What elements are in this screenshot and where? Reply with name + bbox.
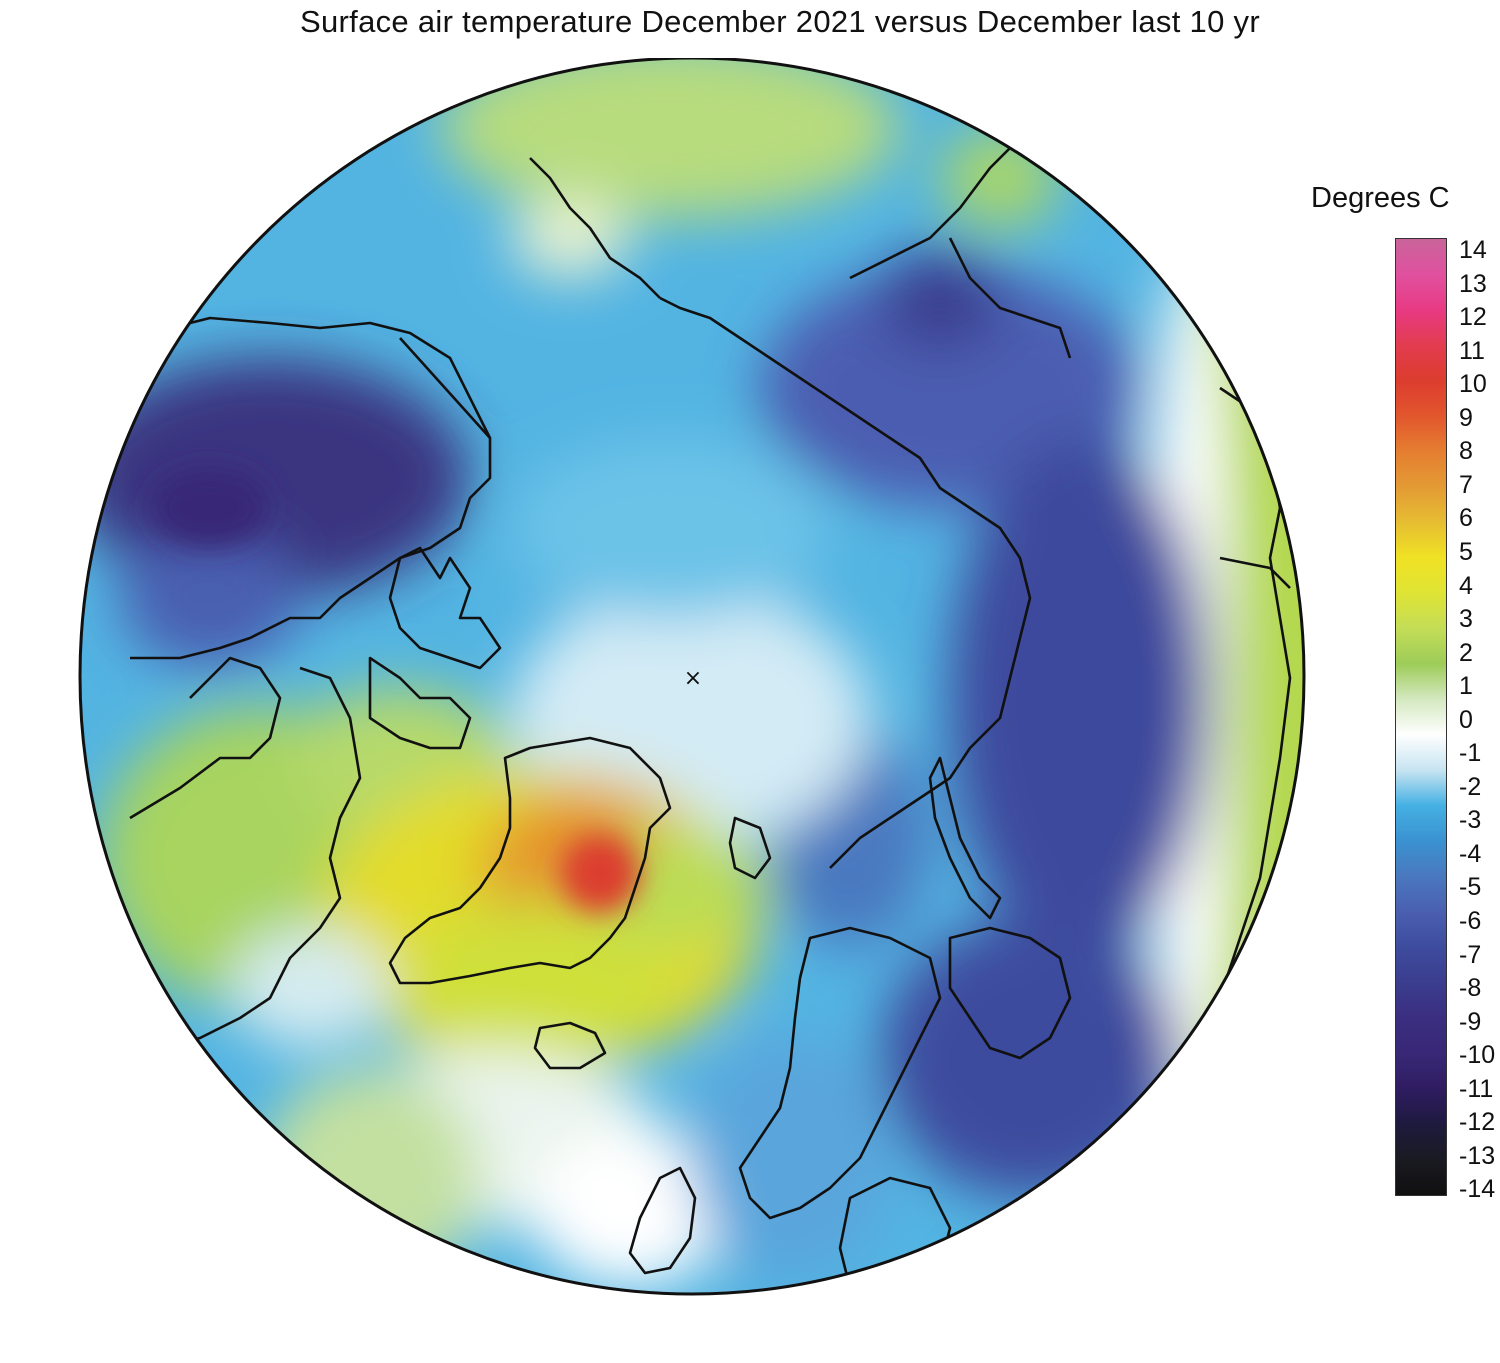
tick-label: 1 — [1459, 672, 1473, 701]
novaya-zemlya-coast — [928, 756, 1002, 920]
tick-label: 8 — [1459, 437, 1473, 466]
tick-label: 2 — [1459, 638, 1473, 667]
hudson-bay-coast — [129, 656, 282, 820]
iceland-coast — [533, 1021, 607, 1070]
arctic-archipelago-south — [368, 656, 472, 750]
tick-label: 14 — [1459, 236, 1487, 264]
polar-map: × — [70, 56, 1320, 1358]
tick-label: -9 — [1459, 1007, 1482, 1036]
tick-label: -13 — [1459, 1141, 1496, 1170]
okhotsk-coast — [849, 147, 1072, 359]
tick-label: 13 — [1459, 269, 1487, 298]
tick-label: 0 — [1459, 705, 1473, 734]
tick-label: -1 — [1459, 739, 1482, 768]
north-america-coast — [130, 316, 492, 660]
arctic-archipelago — [388, 546, 502, 670]
tick-label: 5 — [1459, 537, 1473, 566]
north-pole-marker: × — [684, 666, 702, 691]
tick-label: -2 — [1459, 772, 1482, 801]
tick-label: 12 — [1459, 303, 1487, 332]
tick-label: -7 — [1459, 940, 1482, 969]
map-title: Surface air temperature December 2021 ve… — [300, 4, 1260, 39]
tick-label: -10 — [1459, 1041, 1496, 1070]
greenland-coast — [388, 736, 672, 985]
scandinavia-coast — [738, 926, 942, 1220]
color-scale-bar — [1395, 238, 1447, 1196]
british-isles-coast — [628, 1166, 697, 1275]
tick-label: 6 — [1459, 504, 1473, 533]
tick-label: -4 — [1459, 839, 1482, 868]
labrador-coast — [159, 666, 362, 1050]
tick-label: -11 — [1459, 1074, 1494, 1103]
tick-label: 10 — [1459, 370, 1487, 399]
tick-label: 3 — [1459, 605, 1473, 634]
tick-label: -8 — [1459, 974, 1482, 1003]
legend-title: Degrees C — [1311, 182, 1450, 214]
tick-label: -5 — [1459, 873, 1482, 902]
polar-map-svg: × — [78, 56, 1306, 1296]
tick-label: -12 — [1459, 1108, 1496, 1137]
svalbard-coast — [728, 816, 772, 880]
tick-label: 4 — [1459, 571, 1473, 600]
chukotka-coast — [529, 157, 661, 299]
kola-peninsula-coast — [948, 926, 1072, 1060]
asia-lake-coast — [1219, 556, 1291, 589]
temperature-anomaly-field — [80, 58, 1304, 1294]
tick-label: -3 — [1459, 806, 1482, 835]
tick-label: -14 — [1459, 1175, 1496, 1204]
tick-label: -6 — [1459, 907, 1482, 935]
tick-label: 11 — [1459, 336, 1485, 365]
map-boundary-circle — [78, 56, 1306, 1296]
tick-label: 9 — [1459, 403, 1473, 432]
alaska-border — [399, 337, 491, 439]
tick-label: 7 — [1459, 470, 1473, 499]
